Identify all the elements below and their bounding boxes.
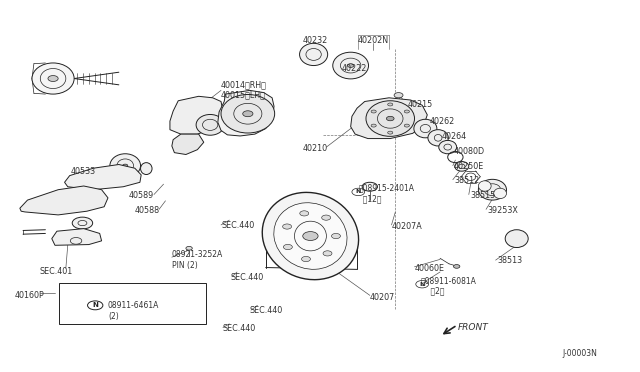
- Ellipse shape: [196, 115, 224, 135]
- Text: 40533: 40533: [71, 167, 96, 176]
- Text: 38513: 38513: [497, 256, 523, 265]
- Ellipse shape: [493, 188, 506, 199]
- Text: N: N: [92, 302, 98, 308]
- Text: FRONT: FRONT: [458, 323, 488, 332]
- Circle shape: [72, 217, 93, 229]
- Circle shape: [394, 93, 403, 98]
- Circle shape: [352, 188, 365, 196]
- Text: 08911-6461A: 08911-6461A: [108, 301, 159, 310]
- Polygon shape: [20, 186, 108, 215]
- Text: 38515: 38515: [470, 191, 495, 200]
- Text: 40215: 40215: [408, 100, 433, 109]
- Circle shape: [404, 124, 410, 127]
- Circle shape: [322, 215, 331, 220]
- Circle shape: [362, 182, 378, 191]
- Text: N: N: [419, 282, 425, 287]
- Ellipse shape: [428, 130, 449, 146]
- Circle shape: [300, 211, 308, 216]
- Text: 40589: 40589: [129, 191, 154, 200]
- Ellipse shape: [274, 203, 347, 269]
- Circle shape: [388, 131, 393, 134]
- Text: SEC.440: SEC.440: [230, 273, 264, 282]
- Ellipse shape: [478, 181, 491, 191]
- Circle shape: [88, 301, 103, 310]
- Text: J-00003N: J-00003N: [563, 349, 598, 358]
- Ellipse shape: [300, 43, 328, 65]
- Ellipse shape: [32, 63, 74, 94]
- Circle shape: [371, 110, 376, 113]
- Ellipse shape: [262, 192, 358, 280]
- Circle shape: [323, 251, 332, 256]
- Polygon shape: [172, 134, 204, 154]
- Ellipse shape: [478, 179, 506, 200]
- Text: 40014（RH）
40015（LH）: 40014（RH） 40015（LH）: [221, 80, 267, 99]
- Text: ⓝ08911-6081A
    （2）: ⓝ08911-6081A （2）: [421, 276, 477, 296]
- Circle shape: [404, 110, 410, 113]
- Ellipse shape: [455, 161, 468, 171]
- Ellipse shape: [348, 64, 354, 67]
- Circle shape: [388, 103, 393, 106]
- Circle shape: [186, 246, 192, 250]
- Circle shape: [303, 232, 318, 240]
- Ellipse shape: [366, 101, 415, 137]
- Bar: [60, 283, 206, 324]
- Ellipse shape: [243, 111, 253, 117]
- Text: SEC.440: SEC.440: [223, 324, 256, 333]
- Text: 40160P: 40160P: [15, 291, 45, 300]
- Text: 40060E: 40060E: [415, 264, 445, 273]
- Text: SEC.440: SEC.440: [250, 307, 283, 315]
- Text: 40080D: 40080D: [454, 147, 485, 156]
- Circle shape: [371, 124, 376, 127]
- Circle shape: [70, 237, 82, 244]
- Ellipse shape: [221, 94, 275, 133]
- Circle shape: [284, 244, 292, 250]
- Ellipse shape: [387, 116, 394, 121]
- Text: 40207: 40207: [370, 293, 395, 302]
- Text: ⓝ08915-2401A
  （12）: ⓝ08915-2401A （12）: [358, 184, 414, 203]
- Text: 40250E: 40250E: [454, 162, 484, 171]
- Text: N: N: [356, 189, 361, 195]
- Polygon shape: [65, 164, 141, 190]
- Polygon shape: [170, 96, 223, 134]
- Circle shape: [416, 280, 429, 288]
- Text: 40210: 40210: [303, 144, 328, 153]
- Circle shape: [332, 234, 340, 238]
- Text: 40222: 40222: [341, 64, 367, 73]
- Text: 40232: 40232: [302, 36, 328, 45]
- Text: 39253X: 39253X: [487, 206, 518, 215]
- Text: 40207A: 40207A: [392, 222, 422, 231]
- Ellipse shape: [439, 140, 457, 154]
- Circle shape: [283, 224, 292, 229]
- Text: SEC.440: SEC.440: [221, 221, 254, 230]
- Circle shape: [301, 256, 310, 262]
- Ellipse shape: [414, 119, 437, 138]
- Ellipse shape: [505, 230, 528, 247]
- Text: 08921-3252A
PIN (2): 08921-3252A PIN (2): [172, 250, 223, 270]
- Text: (2): (2): [108, 312, 119, 321]
- Polygon shape: [218, 90, 274, 136]
- Text: 40262: 40262: [430, 118, 455, 126]
- Text: 40588: 40588: [135, 206, 160, 215]
- Text: 40264: 40264: [442, 132, 467, 141]
- Ellipse shape: [333, 52, 369, 79]
- Text: 38512: 38512: [454, 176, 479, 185]
- Ellipse shape: [110, 154, 141, 177]
- Text: SEC.401: SEC.401: [39, 267, 72, 276]
- Ellipse shape: [48, 76, 58, 81]
- Ellipse shape: [141, 163, 152, 174]
- Polygon shape: [351, 98, 428, 138]
- Polygon shape: [52, 229, 102, 245]
- Ellipse shape: [123, 164, 128, 167]
- Circle shape: [454, 264, 460, 268]
- Text: 40202N: 40202N: [358, 36, 388, 45]
